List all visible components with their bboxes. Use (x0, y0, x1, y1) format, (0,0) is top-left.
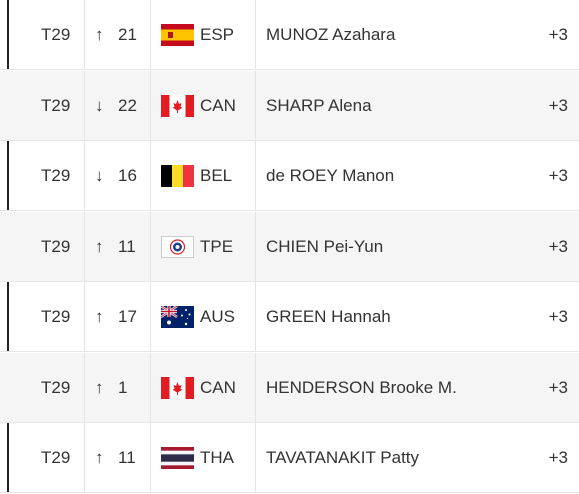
flag (161, 24, 194, 46)
move-arrow: ↑ (95, 307, 104, 326)
player-name[interactable]: CHIEN Pei-Yun (266, 236, 384, 256)
score: +3 (548, 95, 568, 115)
move: 11 (118, 236, 136, 256)
flag (161, 306, 194, 328)
country: ESP (200, 25, 235, 44)
flag (161, 376, 194, 399)
move: 22 (118, 95, 137, 115)
move-arrow: ↑ (95, 377, 104, 397)
country: BEL (200, 166, 233, 185)
flag (161, 235, 194, 258)
flag (161, 447, 194, 469)
country: TPE (200, 236, 234, 256)
player-name[interactable]: MUNOZ Azahara (266, 25, 396, 44)
player-row[interactable]: T29 ↑ 11 TPE CHIEN Pei-Yun +3 (0, 211, 579, 282)
move: 1 (118, 377, 128, 397)
player-row[interactable]: T29 ↑ 21 ESP MUNOZ Azahara +3 (0, 0, 579, 70)
score: +3 (548, 25, 568, 44)
position: T29 (41, 166, 71, 185)
position: T29 (41, 448, 71, 467)
position: T29 (41, 95, 71, 115)
score: +3 (548, 307, 568, 326)
player-row[interactable]: T29 ↓ 22 CAN SHARP Alena +3 (0, 70, 579, 141)
move: 16 (118, 166, 137, 185)
move-arrow: ↑ (95, 236, 104, 256)
player-name[interactable]: SHARP Alena (266, 95, 372, 115)
player-row[interactable]: T29 ↑ 11 THA TAVATANAKIT Patty +3 (0, 423, 579, 493)
score: +3 (548, 166, 568, 185)
position: T29 (41, 25, 71, 44)
player-name[interactable]: TAVATANAKIT Patty (266, 448, 420, 467)
move-arrow: ↓ (95, 95, 104, 115)
flag (161, 94, 194, 117)
move-arrow: ↑ (95, 25, 104, 44)
move: 17 (118, 307, 137, 326)
score: +3 (548, 377, 568, 397)
player-row[interactable]: T29 ↓ 16 BEL de ROEY Manon +3 (0, 141, 579, 211)
move-arrow: ↓ (95, 166, 104, 185)
position: T29 (41, 377, 71, 397)
country: THA (200, 448, 234, 467)
position: T29 (41, 236, 71, 256)
flag (161, 165, 194, 187)
score: +3 (548, 236, 568, 256)
player-row[interactable]: T29 ↑ 17 AUS GREEN Hannah +3 (0, 282, 579, 352)
country: CAN (200, 95, 236, 115)
country: CAN (200, 377, 236, 397)
country: AUS (200, 307, 235, 326)
move: 11 (118, 448, 136, 467)
player-name[interactable]: HENDERSON Brooke M. (266, 377, 457, 397)
player-name[interactable]: GREEN Hannah (266, 307, 391, 326)
score: +3 (548, 448, 568, 467)
player-row[interactable]: T29 ↑ 1 CAN HENDERSON Brooke M. +3 (0, 352, 579, 423)
move: 21 (118, 25, 137, 44)
player-name[interactable]: de ROEY Manon (266, 166, 395, 185)
position: T29 (41, 307, 71, 326)
move-arrow: ↑ (95, 448, 104, 467)
